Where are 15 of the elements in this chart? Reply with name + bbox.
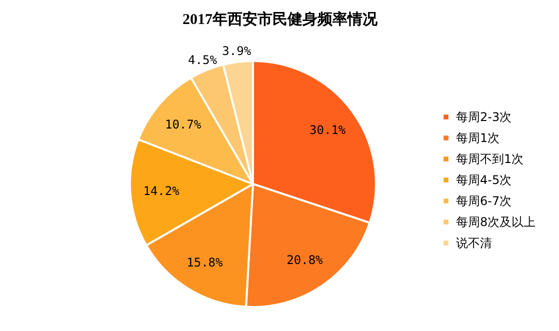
data-label: 3.9% bbox=[222, 44, 252, 58]
legend-label: 每周2-3次 bbox=[456, 110, 512, 124]
data-label: 14.2% bbox=[143, 184, 180, 198]
data-label: 4.5% bbox=[188, 52, 218, 67]
legend-label: 每周4-5次 bbox=[456, 173, 512, 187]
legend-label: 说不清 bbox=[456, 236, 492, 250]
data-label: 20.8% bbox=[286, 253, 324, 268]
data-label: 15.8% bbox=[186, 255, 224, 270]
legend-label: 每周1次 bbox=[456, 131, 500, 145]
legend-label: 每周8次及以上 bbox=[456, 215, 536, 229]
chart-title: 2017年西安市民健身频率情况 bbox=[182, 10, 378, 28]
legend-label: 每周不到1次 bbox=[456, 152, 524, 166]
data-label: 10.7% bbox=[164, 117, 202, 132]
legend-label: 每周6-7次 bbox=[456, 194, 512, 208]
data-label: 30.1% bbox=[310, 123, 346, 138]
